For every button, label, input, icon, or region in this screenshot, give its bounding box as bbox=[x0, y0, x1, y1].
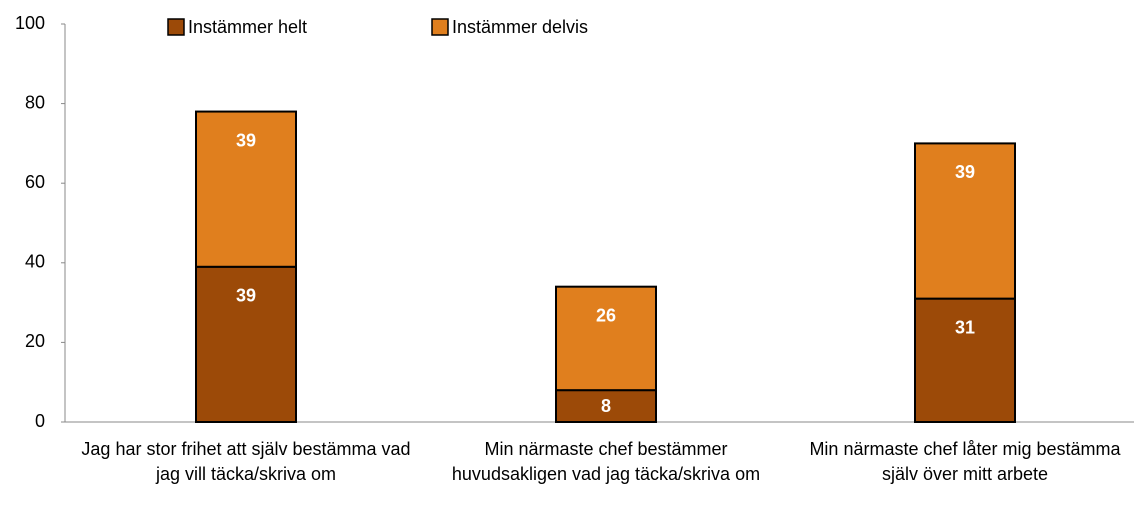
data-label: 39 bbox=[955, 162, 975, 182]
data-label: 26 bbox=[596, 305, 616, 325]
y-tick-label: 80 bbox=[25, 92, 45, 112]
bar-segment bbox=[555, 389, 657, 424]
bar-segment bbox=[555, 285, 657, 392]
x-tick-label: Jag har stor frihet att själv bestämma v… bbox=[81, 439, 411, 484]
y-tick-label: 0 bbox=[35, 411, 45, 431]
y-tick-label: 40 bbox=[25, 252, 45, 272]
bar-segment bbox=[914, 142, 1016, 300]
data-label: 8 bbox=[601, 396, 611, 416]
y-tick-label: 100 bbox=[15, 13, 45, 33]
legend-swatch bbox=[431, 18, 449, 36]
bar-segment bbox=[195, 265, 297, 423]
x-tick-label: Min närmaste chef bestämmer huvudsaklige… bbox=[451, 439, 761, 484]
bar-segment bbox=[914, 297, 1016, 423]
x-tick-label: Min närmaste chef låter mig bestämma sjä… bbox=[809, 439, 1121, 484]
y-tick-label: 20 bbox=[25, 331, 45, 351]
legend-label: Instämmer delvis bbox=[452, 17, 588, 37]
bar-segment bbox=[195, 110, 297, 268]
data-label: 39 bbox=[236, 286, 256, 306]
legend-swatch bbox=[167, 18, 185, 36]
data-label: 31 bbox=[955, 317, 975, 337]
y-tick-label: 60 bbox=[25, 172, 45, 192]
data-label: 39 bbox=[236, 130, 256, 150]
legend-label: Instämmer helt bbox=[188, 17, 307, 37]
